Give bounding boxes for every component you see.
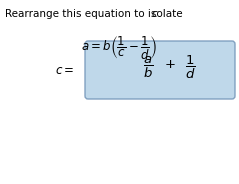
Text: $+$: $+$ xyxy=(164,59,176,72)
FancyBboxPatch shape xyxy=(85,41,235,99)
Text: $\dfrac{1}{d}$: $\dfrac{1}{d}$ xyxy=(185,53,195,81)
Text: c: c xyxy=(152,9,158,19)
Text: $c=$: $c=$ xyxy=(55,63,74,77)
Text: $a = b\left(\dfrac{1}{c} - \dfrac{1}{d}\right)$: $a = b\left(\dfrac{1}{c} - \dfrac{1}{d}\… xyxy=(81,33,157,61)
Text: .: . xyxy=(158,9,161,19)
Text: $\dfrac{a}{b}$: $\dfrac{a}{b}$ xyxy=(143,54,153,79)
Text: Rearrange this equation to isolate: Rearrange this equation to isolate xyxy=(5,9,186,19)
